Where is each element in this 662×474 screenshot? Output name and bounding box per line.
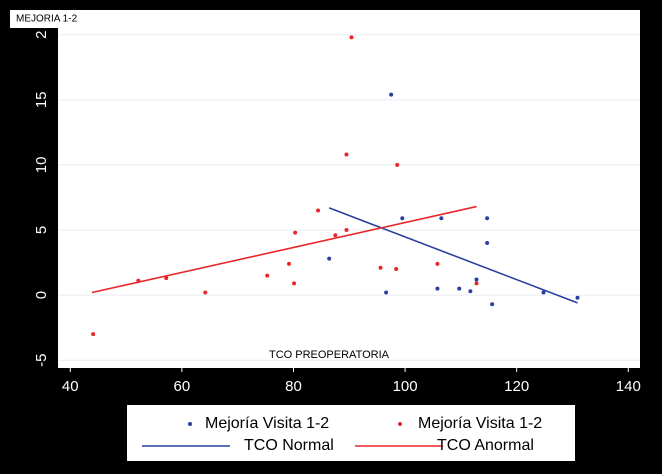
y-tick-label: 0 (33, 291, 50, 299)
legend-label: Mejoría Visita 1-2 (205, 415, 329, 432)
x-axis-label: TCO PREOPERATORIA (269, 349, 390, 361)
y-tick-label: 15 (33, 91, 50, 108)
point (344, 228, 349, 233)
point (457, 286, 462, 291)
point (344, 152, 349, 157)
point (316, 208, 321, 213)
x-tick-label: 100 (393, 378, 418, 395)
fit-line (328, 207, 578, 304)
legend-label: Mejoría Visita 1-2 (418, 415, 542, 432)
point (400, 216, 405, 221)
point (485, 216, 490, 221)
point (474, 281, 479, 286)
point (91, 332, 96, 337)
point (287, 261, 292, 266)
y-tick-label: 10 (33, 157, 50, 174)
fit-line (91, 205, 477, 294)
chart-title: MEJORIA 1-2 (16, 14, 78, 25)
point (378, 265, 383, 270)
point (490, 302, 495, 307)
point (292, 281, 297, 286)
y-tick-label: -5 (33, 354, 50, 367)
point (384, 290, 389, 295)
legend-label: TCO Normal (244, 437, 334, 454)
point (333, 233, 338, 238)
point (394, 267, 399, 272)
y-tick-label: 5 (33, 226, 50, 234)
x-tick-label: 60 (174, 378, 191, 395)
legend-marker (188, 422, 192, 426)
point (327, 256, 332, 261)
x-tick-label: 80 (285, 378, 302, 395)
point (395, 162, 400, 167)
point (435, 286, 440, 291)
point (468, 289, 473, 294)
point (439, 216, 444, 221)
point (575, 295, 580, 300)
point (474, 277, 479, 282)
point (265, 273, 270, 278)
point (389, 92, 394, 97)
legend-marker (398, 422, 402, 426)
point (541, 290, 546, 295)
point (293, 230, 298, 235)
point (203, 290, 208, 295)
point (435, 261, 440, 266)
plot-area (58, 10, 640, 368)
legend (127, 405, 575, 461)
point (485, 241, 490, 246)
point (349, 35, 354, 40)
x-tick-label: 120 (504, 378, 529, 395)
y-tick-label: 2 (33, 31, 50, 39)
x-tick-label: 140 (616, 378, 641, 395)
point (164, 276, 169, 281)
x-tick-label: 40 (62, 378, 79, 395)
legend-label: TCO Anormal (437, 437, 534, 454)
title-box (10, 10, 122, 28)
